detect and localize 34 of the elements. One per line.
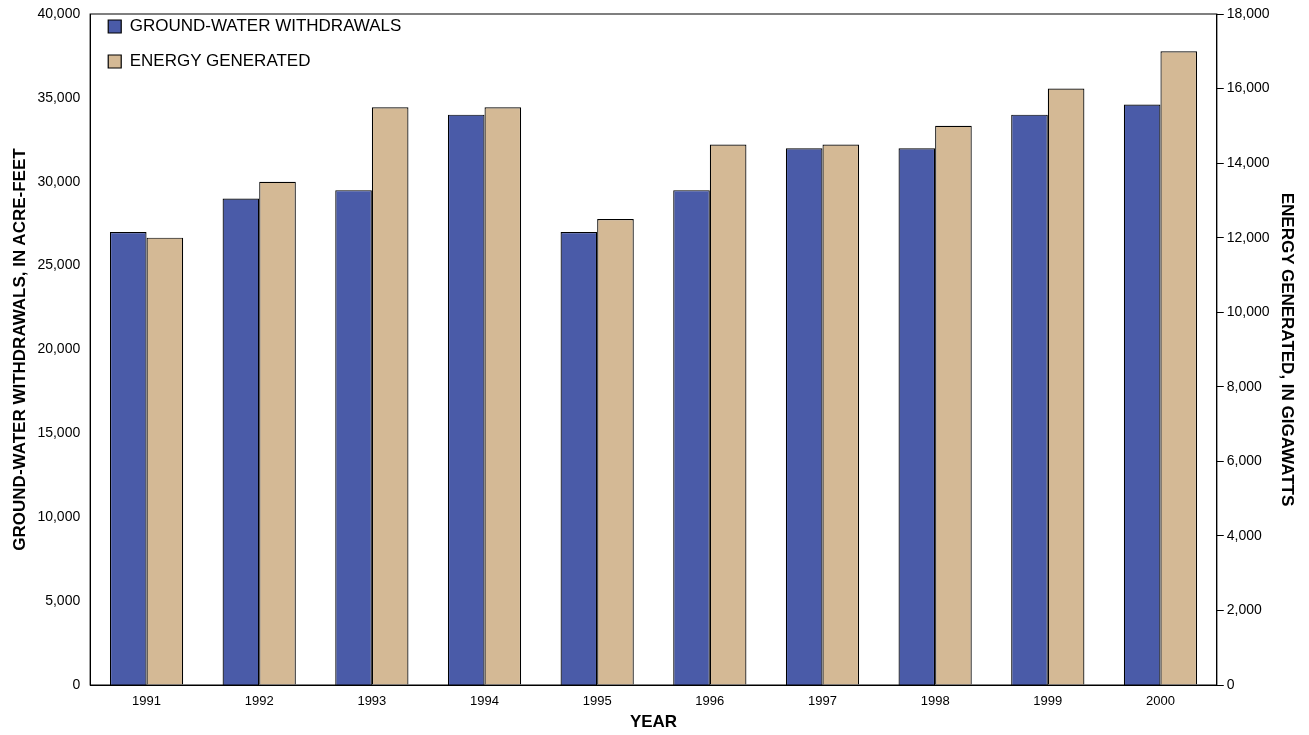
x-tick-label: 1991 [132, 693, 162, 709]
y-tick-label: 15,000 [37, 424, 81, 441]
y2-tick-label: 2,000 [1226, 601, 1263, 618]
y2-tick-label: 10,000 [1226, 303, 1270, 320]
y2-tick-label: 8,000 [1226, 377, 1263, 394]
y2-tick-label: 4,000 [1226, 526, 1263, 543]
x-tick-label: 1995 [582, 693, 612, 709]
legend-label: ENERGY GENERATED [129, 51, 311, 71]
y2-axis-title: ENERGY GENERATED, IN GIGAWATTS [1278, 192, 1298, 507]
y-tick-label: 5,000 [45, 591, 81, 608]
y2-tick-label: 0 [1226, 675, 1235, 692]
y-tick-label: 20,000 [37, 340, 81, 357]
x-axis-title: YEAR [629, 712, 678, 732]
x-tick-label: 1998 [920, 693, 950, 709]
y2-tick-label: 16,000 [1226, 79, 1270, 96]
y-tick-label: 40,000 [37, 4, 81, 21]
x-tick-label: 1994 [470, 693, 499, 709]
y-axis-title: GROUND-WATER WITHDRAWALS, IN ACRE-FEET [9, 147, 29, 551]
y-tick-label: 0 [72, 675, 81, 692]
x-tick-label: 1997 [808, 693, 837, 709]
x-tick-label: 1999 [1033, 693, 1063, 709]
x-tick-label: 1993 [357, 693, 387, 709]
y-tick-label: 10,000 [37, 508, 81, 525]
y-tick-label: 35,000 [37, 88, 81, 105]
x-tick-label: 2000 [1145, 693, 1175, 709]
y2-tick-label: 18,000 [1226, 4, 1270, 21]
y2-tick-label: 6,000 [1226, 452, 1263, 469]
x-tick-label: 1996 [695, 693, 725, 709]
legend-label: GROUND-WATER WITHDRAWALS [129, 16, 402, 36]
y2-tick-label: 14,000 [1226, 153, 1270, 170]
y-tick-label: 25,000 [37, 256, 81, 273]
y-tick-label: 30,000 [37, 172, 81, 189]
y2-tick-label: 12,000 [1226, 228, 1270, 245]
x-tick-label: 1992 [244, 693, 274, 709]
